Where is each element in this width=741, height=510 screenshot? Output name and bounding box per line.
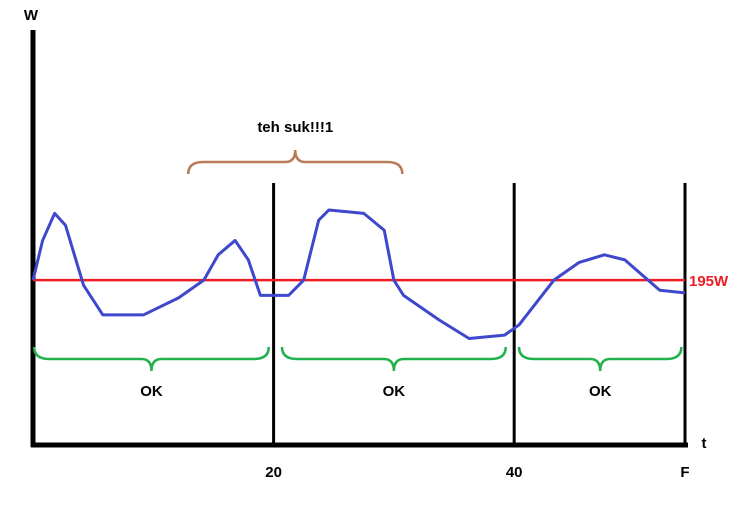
annotation-label: OK [140, 383, 163, 400]
annotation-label: teh suk!!!1 [257, 119, 333, 136]
brace [517, 346, 683, 372]
brace [186, 149, 404, 175]
y-axis-label: W [24, 7, 39, 24]
x-tick-label: F [680, 464, 689, 481]
annotation-label: OK [383, 383, 406, 400]
x-tick-label: 40 [506, 464, 523, 481]
brace [32, 346, 271, 372]
x-tick-label: 20 [265, 464, 282, 481]
x-axis-label: t [702, 435, 707, 452]
brace [280, 346, 508, 372]
data-line [31, 208, 686, 340]
annotation-label: OK [589, 383, 612, 400]
reference-label: 195W [689, 273, 729, 290]
